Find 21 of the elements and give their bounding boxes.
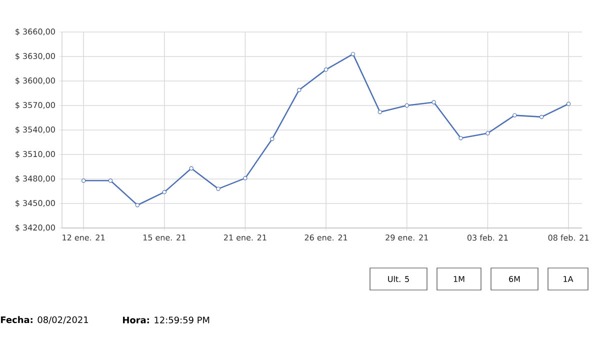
point	[297, 88, 302, 92]
point	[540, 114, 544, 120]
point	[135, 203, 140, 208]
point	[486, 131, 490, 136]
point	[108, 178, 113, 183]
text: Hora: 12:59:59 PM	[123, 316, 210, 324]
point	[270, 136, 274, 142]
point	[404, 103, 409, 108]
point	[432, 100, 436, 104]
point	[216, 186, 220, 191]
point	[350, 52, 356, 56]
point	[458, 136, 463, 140]
point	[378, 110, 382, 114]
point	[243, 176, 248, 180]
point	[324, 67, 328, 72]
text: Fecha: 08/02/2021	[1, 316, 88, 324]
point	[512, 113, 517, 118]
point	[189, 166, 194, 170]
point	[566, 102, 571, 106]
point	[162, 190, 166, 194]
point	[81, 178, 86, 183]
